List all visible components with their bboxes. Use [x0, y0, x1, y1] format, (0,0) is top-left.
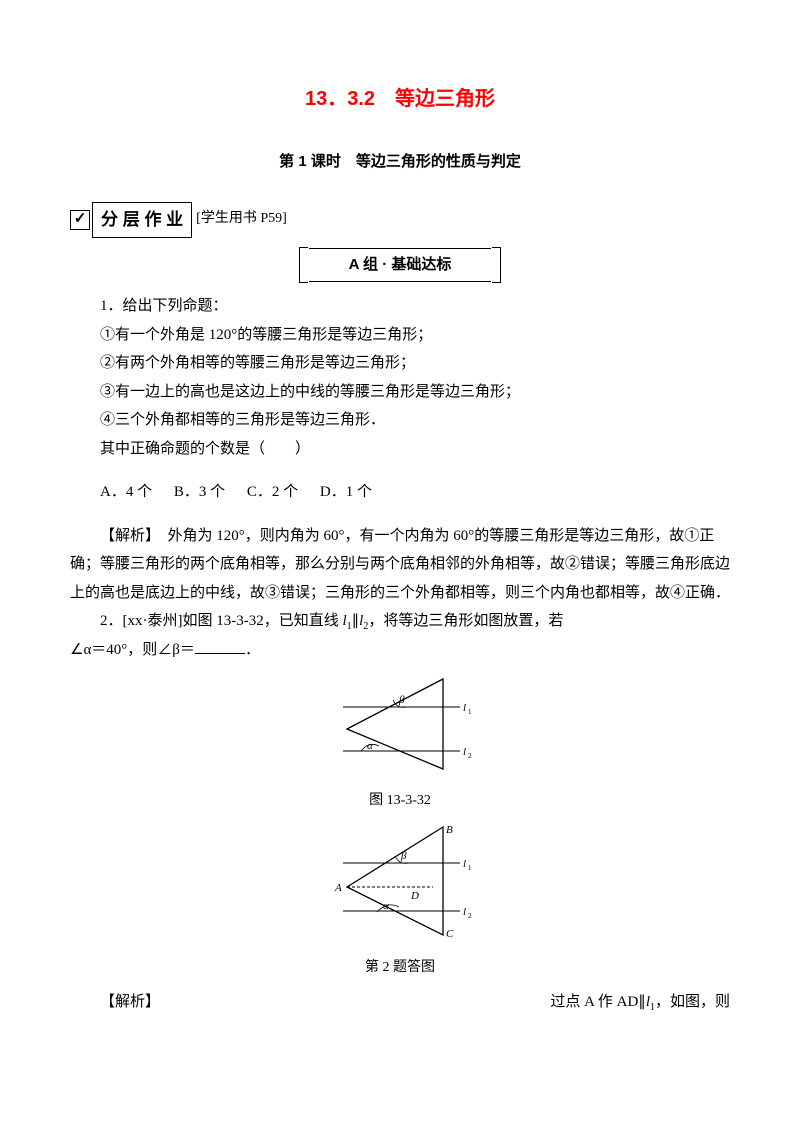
q2-stem-d: ．	[245, 642, 260, 658]
svg-text:l: l	[463, 746, 466, 758]
q2-stem: 2．[xx·泰州]如图 13-3-32，已知直线 l1∥l2，将等边三角形如图放…	[70, 607, 730, 636]
q2-analysis-label: 【解析】	[70, 988, 160, 1017]
svg-text:l: l	[463, 702, 466, 714]
svg-text:A: A	[334, 882, 342, 894]
check-icon: ✓	[70, 210, 90, 230]
opt-b: B．3 个	[174, 484, 225, 500]
blank	[195, 653, 245, 654]
q1-p4: ④三个外角都相等的三角形是等边三角形．	[70, 406, 730, 435]
q2-stem-c: ∠α＝40°，则∠β＝	[70, 642, 195, 658]
svg-text:D: D	[410, 890, 419, 902]
fig1-caption: 图 13-3-32	[70, 788, 730, 815]
q2-stem-a: 2．[xx·泰州]如图 13-3-32，已知直线	[100, 613, 342, 629]
fig1-svg: βαl1l2	[325, 669, 475, 774]
fig2-caption: 第 2 题答图	[70, 955, 730, 982]
svg-text:α: α	[367, 740, 373, 752]
book-ref: [学生用书 P59]	[196, 206, 287, 233]
svg-text:l: l	[463, 906, 466, 918]
group-a-header: A 组 · 基础达标	[70, 248, 730, 283]
q1-p2: ②有两个外角相等的等腰三角形是等边三角形；	[70, 349, 730, 378]
q2-stem-b: ，将等边三角形如图放置，若	[368, 613, 563, 629]
svg-text:B: B	[446, 824, 453, 836]
fig2-svg: βαABCDl1l2	[325, 821, 475, 941]
group-a-label: A 组 · 基础达标	[309, 248, 492, 283]
page-title: 13．3.2 等边三角形	[70, 80, 730, 118]
svg-text:β: β	[400, 850, 407, 862]
svg-text:1: 1	[468, 708, 472, 716]
q1-options: A．4 个 B．3 个 C．2 个 D．1 个	[70, 478, 730, 507]
svg-text:1: 1	[468, 864, 472, 872]
svg-text:α: α	[383, 900, 389, 912]
q1-p5: 其中正确命题的个数是（ ）	[70, 435, 730, 464]
q2-analysis-row: 【解析】 过点 A 作 AD∥l1，如图，则	[70, 988, 730, 1017]
q1-p1: ①有一个外角是 120°的等腰三角形是等边三角形；	[70, 321, 730, 350]
svg-text:l: l	[463, 858, 466, 870]
section-header: ✓ 分 层 作 业 [学生用书 P59]	[70, 202, 730, 238]
q1-p3: ③有一边上的高也是这边上的中线的等腰三角形是等边三角形；	[70, 378, 730, 407]
q1-analysis: 【解析】 外角为 120°，则内角为 60°，有一个内角为 60°的等腰三角形是…	[70, 522, 730, 608]
layered-label: 分 层 作 业	[92, 202, 192, 238]
opt-d: D．1 个	[320, 484, 372, 500]
opt-c: C．2 个	[247, 484, 298, 500]
subtitle: 第 1 课时 等边三角形的性质与判定	[70, 148, 730, 177]
q2-analysis-text: 过点 A 作 AD∥l1，如图，则	[550, 988, 730, 1017]
q2-stem2: ∠α＝40°，则∠β＝ ．	[70, 636, 730, 665]
svg-text:C: C	[446, 928, 454, 940]
svg-text:2: 2	[468, 912, 472, 920]
figure-2: βαABCDl1l2	[70, 821, 730, 952]
opt-a: A．4 个	[100, 484, 152, 500]
figure-1: βαl1l2	[70, 669, 730, 785]
q1-stem: 1．给出下列命题：	[70, 292, 730, 321]
svg-text:2: 2	[468, 752, 472, 760]
svg-text:β: β	[398, 694, 405, 706]
